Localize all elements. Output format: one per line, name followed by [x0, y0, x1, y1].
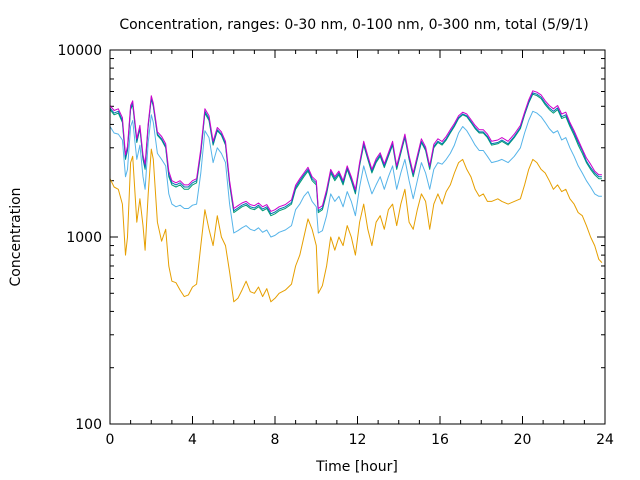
tick-labels: 0 4 8 12 16 20 24 100 1000 10000	[57, 43, 614, 448]
series-line	[109, 148, 603, 303]
y-tick-label: 1000	[66, 230, 102, 246]
series-line	[109, 93, 602, 217]
plot-frame	[109, 49, 606, 425]
y-axis-label: Concentration	[8, 187, 24, 286]
x-tick-label: 4	[188, 432, 197, 448]
x-tick-label: 16	[431, 432, 449, 448]
x-tick-label: 12	[349, 432, 367, 448]
chart-title: Concentration, ranges: 0-30 nm, 0-100 nm…	[119, 17, 588, 33]
series-line	[109, 110, 602, 238]
series-line	[109, 92, 602, 215]
x-axis-label: Time [hour]	[315, 459, 398, 475]
y-tick-label: 100	[75, 417, 102, 433]
series-layer	[109, 90, 603, 303]
x-tick-label: 0	[106, 432, 115, 448]
x-tick-label: 8	[271, 432, 280, 448]
series-line	[109, 90, 602, 212]
y-tick-label: 10000	[57, 43, 102, 59]
x-tick-label: 20	[514, 432, 532, 448]
x-tick-label: 24	[596, 432, 614, 448]
